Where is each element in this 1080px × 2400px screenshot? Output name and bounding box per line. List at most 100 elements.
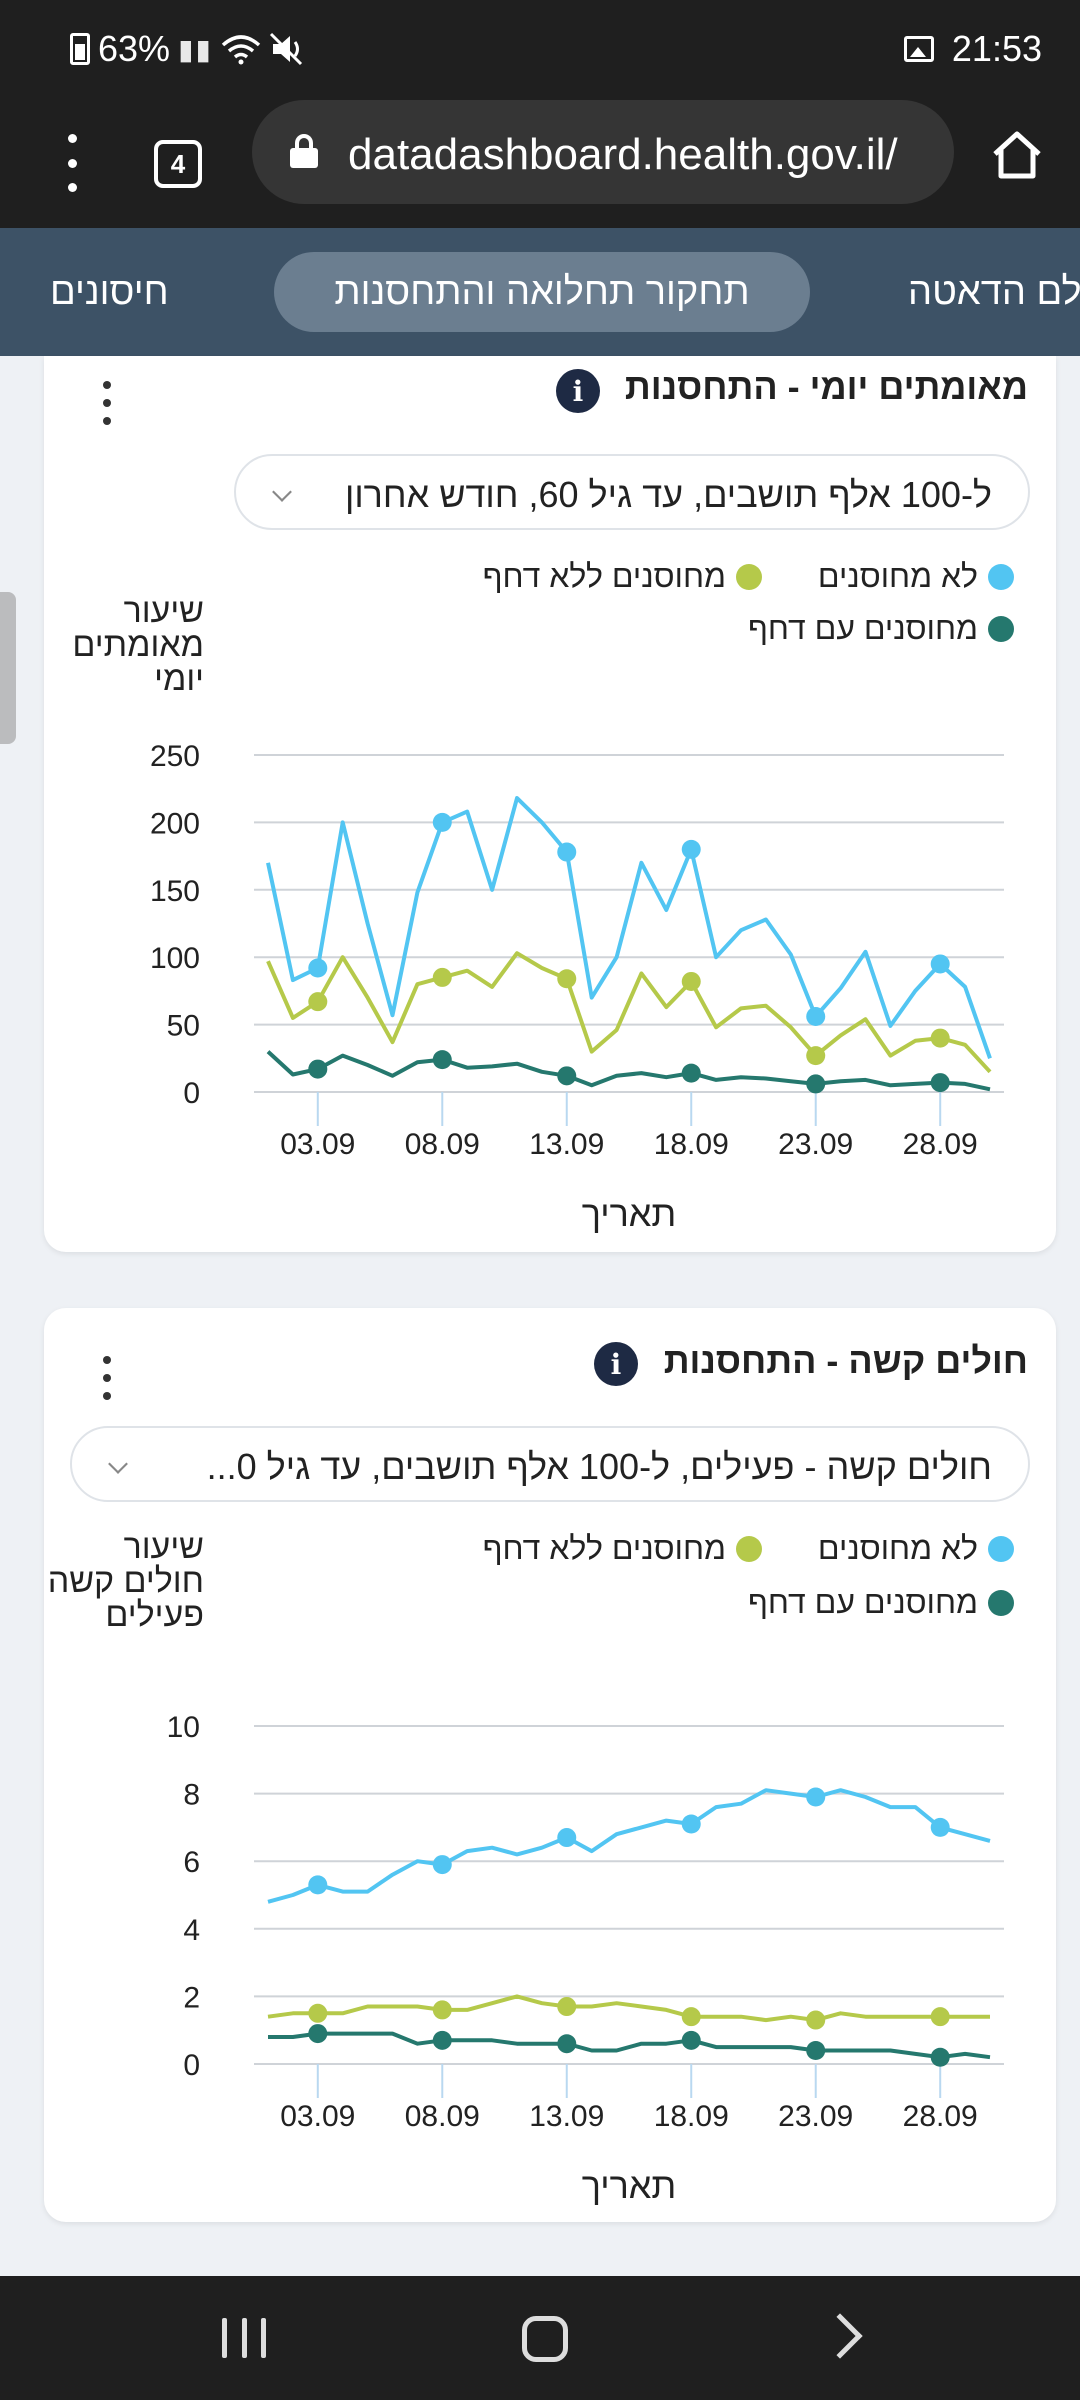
y-tick-label: 4 (183, 1914, 200, 1947)
data-point (308, 1059, 328, 1079)
tab-switcher-button[interactable]: 4 (154, 140, 202, 188)
image-notification-icon (903, 36, 934, 62)
data-point (557, 1997, 577, 2017)
card1-menu-icon[interactable] (101, 381, 113, 425)
legend-label: מחוסנים עם דחף (747, 1584, 978, 1620)
legend-label: מחוסנים ללא דחף (482, 558, 726, 594)
data-point (930, 954, 950, 974)
card2-title: חולים קשה - התחסנות (663, 1340, 1028, 1381)
data-point (308, 2024, 328, 2044)
data-point (806, 1046, 826, 1066)
data-point (432, 1855, 452, 1875)
card1-filter-dropdown[interactable]: ל-100 אלף תושבים, עד גיל 60, חודש אחרון (234, 454, 1030, 530)
legend-unvaccinated[interactable]: לא מחוסנים (818, 558, 1014, 595)
data-point (806, 1007, 826, 1027)
card2-filter-dropdown[interactable]: חולים קשה - פעילים, ל-100 אלף תושבים, עד… (70, 1426, 1030, 1502)
data-point (557, 2034, 577, 2054)
series-line (268, 2031, 991, 2060)
data-point (806, 2040, 826, 2060)
browser-toolbar: 4 datadashboard.health.gov.il/ (0, 100, 1080, 228)
data-point (681, 1814, 701, 1834)
data-point (308, 1875, 328, 1895)
legend-unvaccinated[interactable]: לא מחוסנים (818, 1530, 1014, 1567)
card1-title: מאומתים יומי - התחסנות (624, 366, 1028, 407)
x-tick-label: 08.09 (405, 2100, 480, 2133)
status-bar: 63% ▮▮ 21:53 (0, 0, 1080, 100)
scrollbar-thumb[interactable] (0, 592, 16, 744)
recent-apps-icon[interactable] (222, 2318, 266, 2358)
data-point (930, 1028, 950, 1048)
data-point (432, 2000, 452, 2020)
card1-y-axis-label: שיעור מאומתים יומי (72, 592, 204, 698)
series-line (266, 951, 992, 1074)
browser-menu-icon[interactable] (62, 130, 82, 196)
tab-data-world[interactable]: לם הדאטה (908, 270, 1080, 313)
legend-dot (988, 563, 1014, 590)
system-nav-bar (0, 2276, 1080, 2400)
tab-vaccinations[interactable]: חיסונים (50, 270, 169, 313)
y-tick-label: 0 (183, 1077, 200, 1110)
legend-label: מחוסנים ללא דחף (482, 1530, 726, 1566)
data-point (681, 2007, 701, 2027)
series-line (267, 1994, 990, 2023)
x-tick-label: 13.09 (529, 1128, 604, 1161)
home-button-icon[interactable] (522, 2316, 568, 2362)
data-point (557, 1066, 577, 1086)
x-axis-label: תאריך (582, 2165, 677, 2206)
status-right: 21:53 (903, 28, 1042, 70)
battery-percent: 63% (98, 28, 171, 69)
data-point (930, 2047, 950, 2067)
data-point (930, 1817, 950, 1837)
legend-dot (988, 1535, 1014, 1562)
tab-morbidity-vaccination[interactable]: תחקור תחלואה והתחסנות (274, 252, 810, 332)
data-point (806, 1787, 826, 1807)
home-icon[interactable] (990, 128, 1044, 182)
legend-dot (736, 1535, 762, 1562)
y-tick-label: 250 (150, 740, 200, 773)
card2-y-axis-label: שיעור חולים קשה פעילים (47, 1528, 204, 1634)
data-point (681, 839, 701, 859)
x-tick-label: 18.09 (654, 2100, 729, 2133)
card2-menu-icon[interactable] (101, 1356, 113, 1400)
legend-vaccinated-booster[interactable]: מחוסנים עם דחף (748, 610, 1014, 647)
y-tick-label: 2 (183, 1981, 200, 2014)
battery-icon (70, 33, 90, 65)
card1-dropdown-value: ל-100 אלף תושבים, עד גיל 60, חודש אחרון (344, 474, 992, 515)
x-tick-label: 28.09 (903, 2100, 978, 2133)
data-point (806, 2010, 826, 2030)
data-point (930, 2007, 950, 2027)
x-tick-label: 23.09 (778, 1128, 853, 1161)
x-tick-label: 13.09 (529, 2100, 604, 2133)
data-point (681, 1063, 701, 1083)
y-tick-label: 8 (183, 1779, 200, 1812)
lock-icon (290, 134, 318, 168)
legend-dot (988, 615, 1014, 642)
x-tick-label: 03.09 (280, 1128, 355, 1161)
info-icon[interactable]: i (594, 1342, 638, 1386)
data-point (432, 812, 452, 832)
x-tick-label: 18.09 (654, 1128, 729, 1161)
legend-vaccinated-no-booster[interactable]: מחוסנים ללא דחף (483, 1530, 762, 1567)
data-point (681, 2030, 701, 2050)
data-point (308, 958, 328, 978)
clock: 21:53 (951, 28, 1042, 69)
y-tick-label: 200 (150, 807, 200, 840)
legend-label: לא מחוסנים (817, 1530, 978, 1566)
data-point (557, 1828, 577, 1848)
data-point (557, 842, 577, 862)
signal-icon: ▮▮ (178, 33, 213, 65)
y-tick-label: 100 (150, 942, 200, 975)
data-point (308, 2003, 328, 2023)
data-point (806, 1074, 826, 1094)
y-tick-label: 0 (183, 2049, 200, 2082)
legend-vaccinated-no-booster[interactable]: מחוסנים ללא דחף (483, 558, 762, 595)
back-icon[interactable] (817, 2313, 863, 2359)
address-bar[interactable]: datadashboard.health.gov.il/ (252, 100, 954, 204)
card2-dropdown-value: חולים קשה - פעילים, ל-100 אלף תושבים, עד… (206, 1446, 992, 1487)
legend-label: מחוסנים עם דחף (747, 610, 978, 646)
info-icon[interactable]: i (556, 369, 600, 413)
x-tick-label: 03.09 (280, 2100, 355, 2133)
legend-vaccinated-booster[interactable]: מחוסנים עם דחף (748, 1584, 1014, 1621)
x-tick-label: 08.09 (405, 1128, 480, 1161)
